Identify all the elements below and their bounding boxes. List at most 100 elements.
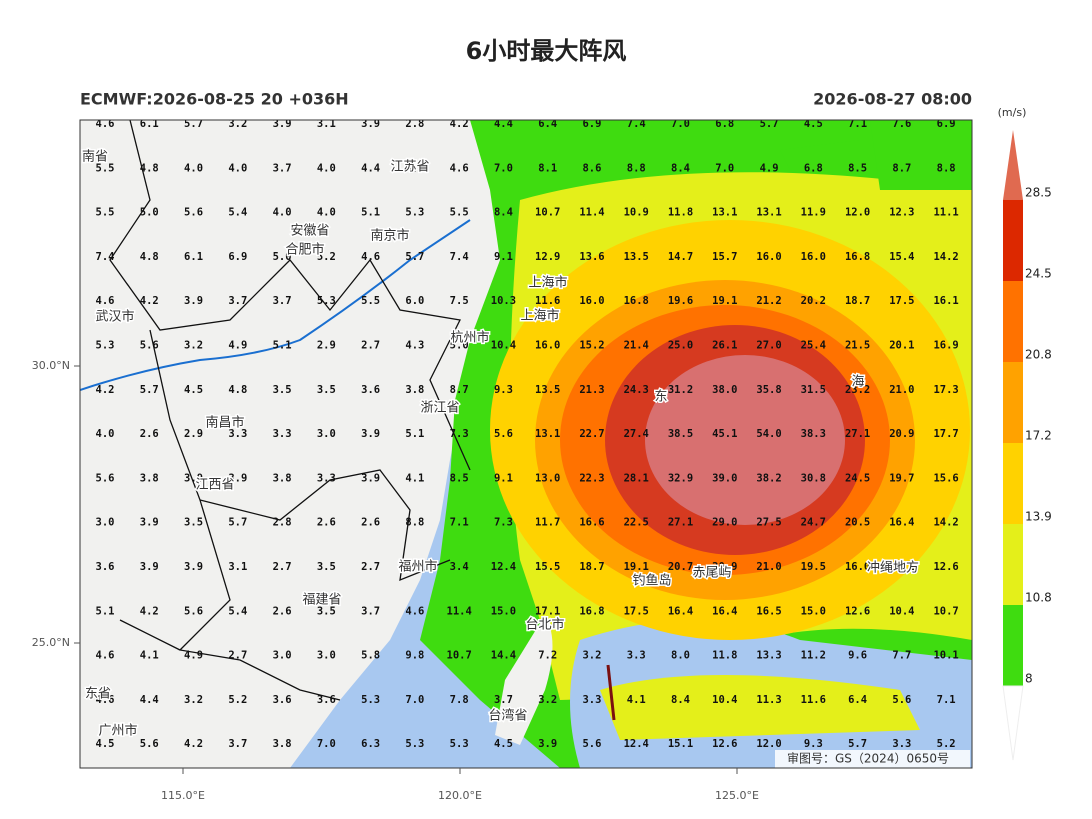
valid-time: 2026-08-27 08:00 — [813, 90, 972, 109]
axes: 115.0°E 120.0°E 125.0°E 30.0°N 25.0°N — [32, 359, 759, 802]
x-tick-label: 115.0°E — [161, 789, 205, 802]
place-label: 福建省 — [302, 593, 341, 608]
place-label: 台湾省 — [488, 708, 527, 724]
grid-value: 13.5 — [535, 384, 560, 396]
colorbar-label: 20.8 — [1025, 348, 1052, 362]
grid-value: 14.7 — [668, 251, 693, 263]
grid-value: 4.2 — [140, 295, 159, 307]
grid-value: 4.4 — [361, 162, 380, 174]
grid-value: 16.8 — [624, 295, 649, 307]
grid-value: 5.7 — [140, 384, 159, 396]
grid-value: 16.4 — [668, 605, 693, 617]
grid-value: 21.0 — [756, 561, 781, 573]
grid-value: 5.7 — [405, 251, 424, 263]
grid-value: 16.4 — [712, 605, 737, 617]
grid-value: 11.7 — [535, 517, 560, 529]
taiwan — [495, 615, 553, 745]
grid-value: 5.1 — [96, 605, 115, 617]
grid-value: 2.6 — [140, 428, 159, 440]
grid-value: 8.4 — [671, 694, 690, 706]
grid-value: 20.9 — [889, 428, 914, 440]
grid-value: 5.1 — [361, 207, 380, 219]
grid-value: 4.1 — [627, 694, 646, 706]
grid-value: 3.9 — [228, 472, 247, 484]
grid-value: 5.7 — [848, 738, 867, 750]
grid-value: 31.2 — [668, 384, 693, 396]
y-tick-label: 30.0°N — [32, 359, 70, 372]
grid-value: 17.5 — [889, 295, 914, 307]
colorbar-bin — [1003, 200, 1023, 281]
colorbar-bin — [1003, 524, 1023, 605]
grid-value: 7.0 — [317, 738, 336, 750]
grid-values: 4.6 6.1 5.7 3.2 3.9 3.1 3.9 2.8 4.2 4.4 6.4 6.9 7.4 7… — [96, 118, 959, 750]
grid-value: 4.8 — [140, 251, 159, 263]
grid-value: 3.5 — [317, 384, 336, 396]
grid-value: 15.6 — [933, 472, 958, 484]
grid-value: 3.9 — [184, 561, 203, 573]
grid-value: 16.5 — [756, 605, 781, 617]
grid-value: 4.5 — [184, 384, 203, 396]
grid-value: 3.7 — [494, 694, 513, 706]
grid-value: 3.6 — [273, 694, 292, 706]
grid-value: 7.3 — [450, 428, 469, 440]
track — [606, 664, 616, 721]
grid-value: 25.0 — [668, 340, 693, 352]
grid-value: 16.1 — [933, 295, 958, 307]
grid-value: 9.3 — [804, 738, 823, 750]
grid-value: 12.6 — [712, 738, 737, 750]
grid-value: 8.4 — [671, 162, 690, 174]
place-label: 东省 — [85, 687, 111, 702]
grid-value: 14.2 — [933, 517, 958, 529]
grid-value: 3.2 — [538, 694, 557, 706]
grid-value: 7.7 — [892, 650, 911, 662]
grid-value: 20.5 — [845, 517, 870, 529]
grid-value: 3.9 — [184, 295, 203, 307]
grid-value: 3.3 — [228, 428, 247, 440]
title: 6小时最大阵风 — [466, 37, 627, 65]
grid-value: 4.5 — [494, 738, 513, 750]
grid-value: 24.3 — [624, 384, 649, 396]
place-label: 钓鱼岛 — [632, 573, 671, 589]
grid-value: 10.9 — [624, 207, 649, 219]
grid-value: 3.7 — [228, 738, 247, 750]
place-label: 上海市 — [520, 308, 559, 324]
grid-value: 3.2 — [582, 650, 601, 662]
grid-value: 5.3 — [96, 340, 115, 352]
place-label: 广州市 — [98, 723, 137, 739]
grid-value: 15.0 — [491, 605, 516, 617]
grid-value: 3.9 — [361, 118, 380, 130]
grid-value: 5.6 — [140, 340, 159, 352]
grid-value: 11.4 — [447, 605, 472, 617]
grid-value: 38.3 — [801, 428, 826, 440]
grid-value: 15.7 — [712, 251, 737, 263]
grid-value: 45.1 — [712, 428, 737, 440]
grid-value: 5.3 — [405, 738, 424, 750]
grid-value: 4.8 — [228, 384, 247, 396]
grid-value: 4.6 — [96, 295, 115, 307]
grid-value: 3.3 — [892, 738, 911, 750]
grid-value: 32.9 — [668, 472, 693, 484]
place-label: 冲绳地方 — [867, 560, 919, 576]
grid-value: 8.8 — [405, 517, 424, 529]
grid-value: 20.2 — [801, 295, 826, 307]
grid-value: 7.0 — [671, 118, 690, 130]
x-tick-label: 120.0°E — [438, 789, 482, 802]
river — [80, 219, 471, 391]
grid-value: 3.9 — [140, 561, 159, 573]
boundaries — [109, 120, 471, 701]
place-label: 武汉市 — [95, 309, 134, 325]
grid-value: 4.6 — [96, 118, 115, 130]
grid-value: 5.7 — [228, 517, 247, 529]
grid-value: 11.8 — [712, 650, 737, 662]
grid-value: 3.7 — [273, 295, 292, 307]
grid-value: 3.5 — [317, 605, 336, 617]
grid-value: 3.2 — [228, 118, 247, 130]
grid-value: 19.1 — [712, 295, 737, 307]
grid-value: 14.2 — [933, 251, 958, 263]
grid-value: 2.7 — [361, 561, 380, 573]
legend-unit: (m/s) — [998, 106, 1027, 119]
grid-value: 5.6 — [96, 472, 115, 484]
land — [80, 120, 520, 768]
grid-value: 15.0 — [801, 605, 826, 617]
place-label: 安徽省 — [290, 224, 329, 239]
